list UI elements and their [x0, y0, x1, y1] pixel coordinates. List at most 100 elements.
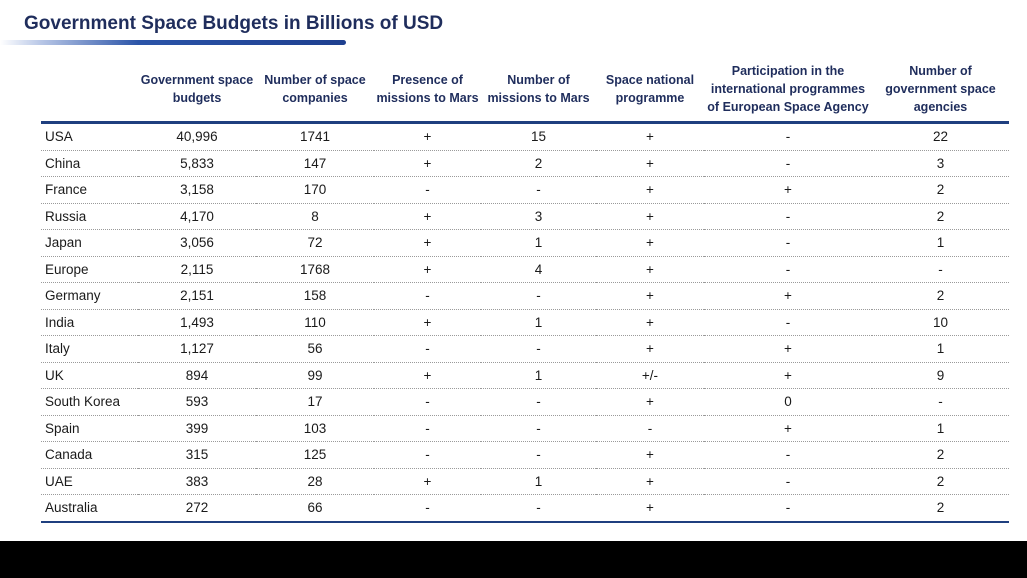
- cell-esa-participation: -: [704, 150, 872, 177]
- table-row: Canada 315 125- - + -2: [41, 441, 1009, 469]
- cell-mars-missions: 1: [481, 309, 596, 336]
- cell-mars-presence: -: [374, 415, 481, 442]
- cell-esa-participation: -: [704, 122, 872, 151]
- cell-mars-missions: -: [481, 176, 596, 204]
- bottom-black-band: [0, 541, 1027, 578]
- cell-budget: 2,115: [138, 256, 256, 283]
- cell-agencies: 10: [872, 309, 1009, 336]
- cell-mars-presence: +: [374, 468, 481, 495]
- table-row: Russia 4,170 8 +3 + -2: [41, 203, 1009, 230]
- cell-country: South Korea: [41, 388, 138, 416]
- cell-esa-participation: -: [704, 441, 872, 469]
- cell-budget: 3,056: [138, 229, 256, 257]
- cell-country: Germany: [41, 282, 138, 310]
- cell-country: Canada: [41, 441, 138, 469]
- cell-budget: 894: [138, 362, 256, 389]
- cell-agencies: 2: [872, 282, 1009, 310]
- cell-national-programme: +: [596, 309, 704, 336]
- cell-country: Australia: [41, 494, 138, 523]
- cell-mars-presence: +: [374, 256, 481, 283]
- slide: Government Space Budgets in Billions of …: [0, 13, 1009, 523]
- cell-companies: 72: [256, 229, 374, 257]
- cell-mars-presence: -: [374, 441, 481, 469]
- cell-mars-presence: +: [374, 203, 481, 230]
- cell-mars-missions: -: [481, 335, 596, 363]
- cell-country: Europe: [41, 256, 138, 283]
- cell-companies: 8: [256, 203, 374, 230]
- cell-budget: 3,158: [138, 176, 256, 204]
- cell-esa-participation: -: [704, 309, 872, 336]
- cell-country: UK: [41, 362, 138, 389]
- table-row: Europe 2,115 1768 +4 + - -: [41, 256, 1009, 283]
- cell-national-programme: +/-: [596, 362, 704, 389]
- cell-companies: 66: [256, 494, 374, 523]
- cell-budget: 383: [138, 468, 256, 495]
- cell-agencies: 2: [872, 441, 1009, 469]
- cell-mars-presence: +: [374, 150, 481, 177]
- table-row: Australia 272 66- - + -2: [41, 494, 1009, 523]
- cell-mars-missions: 1: [481, 362, 596, 389]
- cell-esa-participation: -: [704, 256, 872, 283]
- cell-country: China: [41, 150, 138, 177]
- space-budgets-table: Government space budgets Number of space…: [41, 56, 1009, 523]
- cell-mars-presence: -: [374, 388, 481, 416]
- cell-esa-participation: +: [704, 176, 872, 204]
- cell-mars-presence: +: [374, 122, 481, 151]
- cell-national-programme: +: [596, 122, 704, 151]
- cell-national-programme: +: [596, 494, 704, 523]
- cell-companies: 99: [256, 362, 374, 389]
- cell-esa-participation: +: [704, 335, 872, 363]
- cell-country: USA: [41, 122, 138, 151]
- header-companies: Number of space companies: [256, 56, 374, 124]
- cell-national-programme: +: [596, 256, 704, 283]
- table-header-row: Government space budgets Number of space…: [41, 56, 1009, 124]
- cell-agencies: 9: [872, 362, 1009, 389]
- cell-companies: 28: [256, 468, 374, 495]
- header-budgets: Government space budgets: [138, 56, 256, 124]
- cell-agencies: 2: [872, 468, 1009, 495]
- cell-companies: 110: [256, 309, 374, 336]
- cell-companies: 170: [256, 176, 374, 204]
- cell-agencies: 1: [872, 229, 1009, 257]
- cell-national-programme: -: [596, 415, 704, 442]
- cell-companies: 17: [256, 388, 374, 416]
- title-underline-bar: [0, 40, 346, 45]
- cell-budget: 2,151: [138, 282, 256, 310]
- cell-mars-missions: -: [481, 494, 596, 523]
- cell-budget: 4,170: [138, 203, 256, 230]
- table-row: India 1,493 110 +1 + -10: [41, 309, 1009, 336]
- cell-agencies: 2: [872, 203, 1009, 230]
- cell-companies: 1768: [256, 256, 374, 283]
- table-row: China 5,833 147 +2 + -3: [41, 150, 1009, 177]
- table-row: USA 40,996 1741 +15 + -22: [41, 122, 1009, 151]
- cell-budget: 1,127: [138, 335, 256, 363]
- table-row: France 3,158 170- - + +2: [41, 176, 1009, 204]
- cell-national-programme: +: [596, 441, 704, 469]
- cell-agencies: -: [872, 388, 1009, 416]
- header-country: [41, 56, 138, 124]
- cell-budget: 272: [138, 494, 256, 523]
- table-row: Germany 2,151 158- - + +2: [41, 282, 1009, 310]
- cell-national-programme: +: [596, 229, 704, 257]
- cell-agencies: 3: [872, 150, 1009, 177]
- cell-esa-participation: -: [704, 494, 872, 523]
- table-row: South Korea 593 17- - +0-: [41, 388, 1009, 416]
- cell-budget: 1,493: [138, 309, 256, 336]
- cell-country: UAE: [41, 468, 138, 495]
- cell-mars-missions: -: [481, 415, 596, 442]
- cell-mars-presence: -: [374, 494, 481, 523]
- cell-mars-missions: -: [481, 388, 596, 416]
- cell-companies: 125: [256, 441, 374, 469]
- header-agencies: Number of government space agencies: [872, 56, 1009, 124]
- cell-companies: 147: [256, 150, 374, 177]
- cell-esa-participation: 0: [704, 388, 872, 416]
- cell-country: Italy: [41, 335, 138, 363]
- cell-mars-missions: 2: [481, 150, 596, 177]
- cell-country: France: [41, 176, 138, 204]
- cell-budget: 399: [138, 415, 256, 442]
- cell-mars-presence: -: [374, 282, 481, 310]
- cell-budget: 40,996: [138, 122, 256, 151]
- cell-esa-participation: -: [704, 229, 872, 257]
- cell-country: Russia: [41, 203, 138, 230]
- cell-agencies: 22: [872, 122, 1009, 151]
